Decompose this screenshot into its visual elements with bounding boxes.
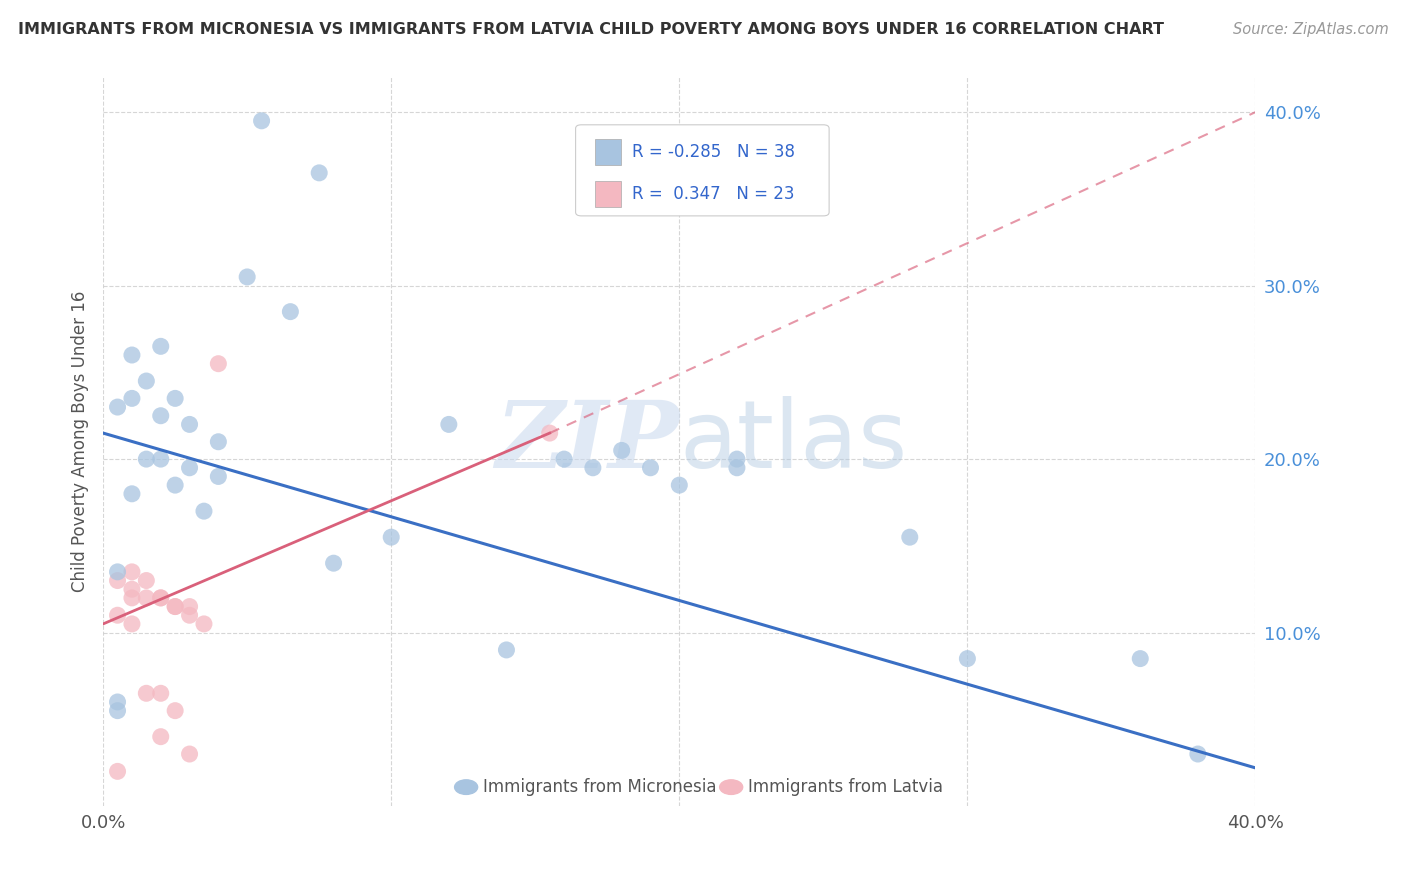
Text: atlas: atlas bbox=[679, 396, 907, 488]
Point bbox=[165, 704, 187, 718]
Point bbox=[898, 530, 921, 544]
Point bbox=[1187, 747, 1209, 761]
Text: IMMIGRANTS FROM MICRONESIA VS IMMIGRANTS FROM LATVIA CHILD POVERTY AMONG BOYS UN: IMMIGRANTS FROM MICRONESIA VS IMMIGRANTS… bbox=[18, 22, 1164, 37]
Point bbox=[179, 599, 201, 614]
Point bbox=[149, 339, 172, 353]
Bar bbox=[595, 181, 620, 207]
Y-axis label: Child Poverty Among Boys Under 16: Child Poverty Among Boys Under 16 bbox=[72, 291, 89, 592]
Point bbox=[193, 616, 215, 631]
Point bbox=[207, 469, 229, 483]
Text: Immigrants from Latvia: Immigrants from Latvia bbox=[748, 778, 943, 797]
Point bbox=[610, 443, 633, 458]
Point bbox=[121, 392, 143, 406]
Point bbox=[280, 304, 302, 318]
Point bbox=[121, 582, 143, 597]
Point bbox=[725, 452, 748, 467]
Point bbox=[121, 591, 143, 605]
Text: R = -0.285   N = 38: R = -0.285 N = 38 bbox=[633, 143, 794, 161]
Point bbox=[121, 348, 143, 362]
Point bbox=[179, 417, 201, 432]
Point bbox=[193, 504, 215, 518]
Point bbox=[380, 530, 402, 544]
Point bbox=[149, 452, 172, 467]
Point bbox=[107, 764, 129, 779]
Point bbox=[135, 591, 157, 605]
Point bbox=[437, 417, 460, 432]
Point bbox=[121, 565, 143, 579]
Text: Source: ZipAtlas.com: Source: ZipAtlas.com bbox=[1233, 22, 1389, 37]
Point bbox=[165, 599, 187, 614]
Point bbox=[236, 269, 259, 284]
Point bbox=[250, 113, 273, 128]
Point bbox=[956, 651, 979, 665]
Point bbox=[107, 400, 129, 414]
Point bbox=[107, 608, 129, 623]
Point bbox=[107, 574, 129, 588]
Point bbox=[207, 434, 229, 449]
Text: R =  0.347   N = 23: R = 0.347 N = 23 bbox=[633, 185, 794, 202]
Point bbox=[149, 409, 172, 423]
Point bbox=[149, 591, 172, 605]
Point bbox=[121, 487, 143, 501]
Point bbox=[135, 574, 157, 588]
Text: ZIP: ZIP bbox=[495, 397, 679, 487]
FancyBboxPatch shape bbox=[575, 125, 830, 216]
Point bbox=[107, 704, 129, 718]
Point bbox=[207, 357, 229, 371]
Point bbox=[135, 374, 157, 388]
Circle shape bbox=[720, 780, 742, 795]
Point bbox=[179, 608, 201, 623]
Point bbox=[107, 565, 129, 579]
Point bbox=[640, 460, 662, 475]
Point bbox=[165, 599, 187, 614]
Point bbox=[149, 730, 172, 744]
Point bbox=[149, 686, 172, 700]
Point bbox=[165, 392, 187, 406]
Point bbox=[165, 478, 187, 492]
Circle shape bbox=[454, 780, 478, 795]
Point bbox=[107, 695, 129, 709]
Point bbox=[121, 616, 143, 631]
Point bbox=[538, 426, 561, 441]
Point bbox=[179, 460, 201, 475]
Point bbox=[495, 643, 517, 657]
Point bbox=[135, 686, 157, 700]
Point bbox=[553, 452, 575, 467]
Point bbox=[725, 460, 748, 475]
Point bbox=[322, 556, 344, 570]
Point bbox=[582, 460, 605, 475]
Point bbox=[179, 747, 201, 761]
Point bbox=[308, 166, 330, 180]
Point bbox=[135, 452, 157, 467]
Text: Immigrants from Micronesia: Immigrants from Micronesia bbox=[484, 778, 717, 797]
Point bbox=[149, 591, 172, 605]
Point bbox=[668, 478, 690, 492]
Point bbox=[1129, 651, 1152, 665]
Bar bbox=[595, 139, 620, 165]
